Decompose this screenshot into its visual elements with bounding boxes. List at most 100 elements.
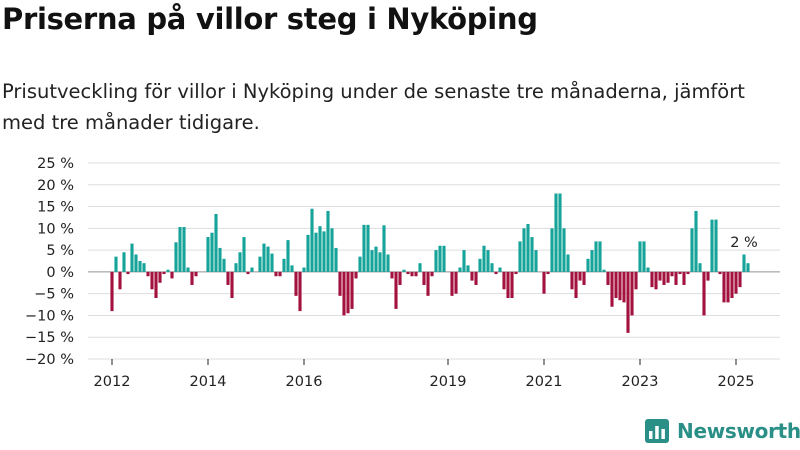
bar [258,256,262,272]
bar [598,241,602,272]
bar [590,250,594,272]
bar [698,263,702,272]
bar [354,271,358,279]
bar [662,271,666,285]
bar [626,271,630,333]
bar [166,269,170,272]
bar [478,258,482,272]
bar [406,271,410,275]
bar [726,271,730,303]
bar [622,271,626,303]
page-subtitle: Prisutveckling för villor i Nyköping und… [2,80,745,134]
bar [310,208,314,272]
bar [382,225,386,272]
bar [746,263,750,272]
newsworthy-logo-text: Newsworthy [677,419,800,443]
bar [434,250,438,272]
bar [566,254,570,272]
bar [286,240,290,272]
bar [418,263,422,272]
bar [510,271,514,299]
bar [514,271,518,275]
bar [174,242,178,272]
newsworthy-logo[interactable]: Newsworthy [644,418,800,444]
bar [242,237,246,272]
bar [146,271,150,277]
bar [154,271,158,299]
bar [390,271,394,279]
bar [702,271,706,316]
bar [442,245,446,272]
bar [374,246,378,272]
bar [462,250,466,272]
bar [482,245,486,272]
bar [706,271,710,281]
bar [414,271,418,277]
bar [346,271,350,314]
bar [366,224,370,272]
bar [494,271,498,275]
bar [610,271,614,307]
bar [222,258,226,272]
bar [162,271,166,275]
bar [498,267,502,272]
bar [330,228,334,272]
bar [454,271,458,294]
bar [486,250,490,272]
bar [722,271,726,303]
bar [194,271,198,277]
bar [142,263,146,272]
bar [594,241,598,272]
bar [282,258,286,272]
y-tick-label: 10 % [37,221,74,237]
bar [674,271,678,285]
bar [186,267,190,272]
bar [630,271,634,316]
bar [158,271,162,283]
bar [570,271,574,290]
bar [210,232,214,272]
bar [670,271,674,277]
bar [618,271,622,301]
bar [182,227,186,272]
x-axis-ticks: 2012 2014 2016 2019 2021 2023 2025 [94,359,755,390]
bar [426,271,430,296]
bar [206,237,210,272]
bar [718,271,722,275]
bar [678,271,682,275]
x-tick-label: 2016 [286,374,323,390]
bar [574,271,578,299]
bar [246,271,250,275]
bar [314,232,318,272]
bar [298,271,302,312]
bar [534,250,538,272]
bar [130,243,134,272]
bar [122,252,126,272]
y-tick-label: 0 % [46,265,74,281]
bar [114,256,118,272]
bar [150,271,154,290]
bar [530,237,534,272]
y-axis-ticks: 25 % 20 % 15 % 10 % 5 % 0 % −5 % −10 % −15 % −20 … [25,156,74,368]
bar [294,271,298,296]
bar [386,254,390,272]
bar [338,271,342,296]
x-tick-label: 2014 [190,374,227,390]
bar [582,271,586,285]
bar [638,241,642,272]
bar [378,252,382,272]
x-tick-label: 2025 [718,374,755,390]
bar [614,271,618,299]
bar [370,250,374,272]
x-tick-label: 2012 [94,374,131,390]
bar [430,271,434,277]
bar [546,271,550,275]
bar [334,247,338,272]
bar [126,271,130,275]
bar [170,271,174,279]
bar [270,253,274,272]
bar [290,265,294,272]
bar [218,247,222,272]
bar [634,271,638,290]
bar [658,271,662,281]
